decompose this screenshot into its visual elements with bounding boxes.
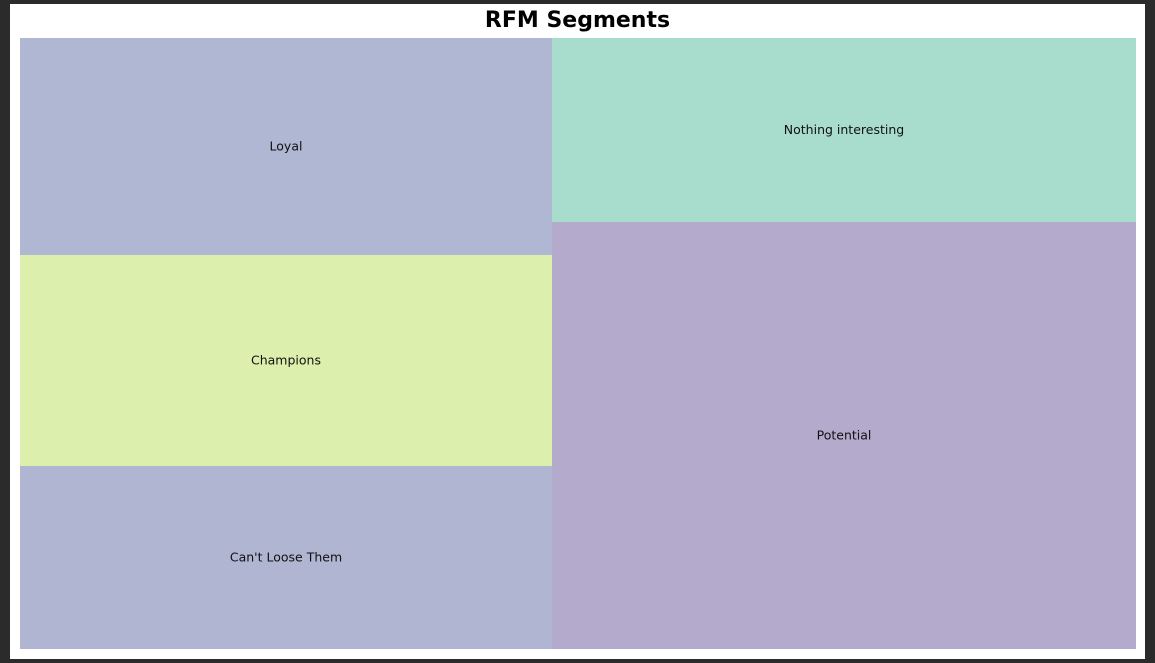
treemap-cell-can-t-loose-them (20, 466, 552, 649)
treemap-plot: Loyal Champions Can't Loose Them Nothing in… (20, 38, 1136, 649)
chart-title: RFM Segments (484, 8, 671, 33)
treemap-label-can-t-loose-them: Can't Loose Them (230, 550, 342, 565)
treemap-label-loyal: Loyal (270, 139, 303, 154)
chart-figure: RFM Segments Loyal Champions Can't Loose T… (10, 4, 1145, 659)
treemap-cell-nothing-interesting (552, 38, 1136, 222)
treemap-cell-loyal (20, 38, 552, 255)
treemap-label-potential: Potential (817, 428, 872, 443)
treemap-label-champions: Champions (251, 353, 321, 368)
treemap-cell-potential (552, 222, 1136, 649)
treemap-label-nothing-interesting: Nothing interesting (784, 122, 904, 137)
treemap-cell-champions (20, 255, 552, 466)
